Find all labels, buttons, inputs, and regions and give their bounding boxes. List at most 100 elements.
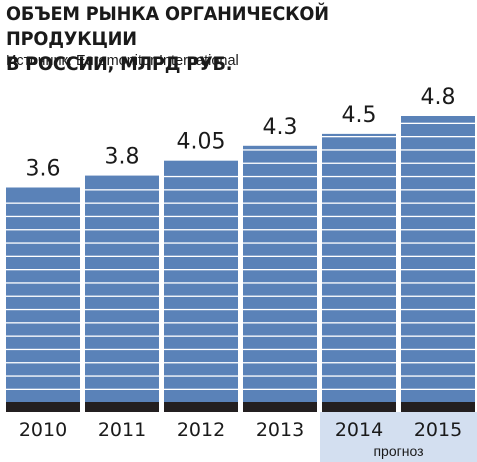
bar-2010 [6, 187, 80, 412]
bar-base [164, 402, 238, 412]
bar-stripe [322, 136, 396, 138]
bar-stripe [322, 149, 396, 151]
chart-source: Источник: Euromonitor International [6, 53, 239, 69]
value-label: 3.8 [105, 145, 140, 170]
bar-stripe [322, 335, 396, 337]
bar-fill [322, 133, 396, 402]
bar-stripe [85, 242, 159, 244]
bar-2015 [401, 116, 475, 412]
bar-stripe [6, 215, 80, 218]
bar-stripe [243, 322, 317, 324]
bar-stripe [243, 202, 317, 204]
bar-stripe [164, 189, 238, 191]
bar-stripe [164, 348, 238, 351]
bar-fill [164, 160, 238, 402]
bar-stripe [322, 375, 396, 377]
bar-stripe [401, 136, 475, 138]
bar-stripe [243, 375, 317, 377]
bar-2012 [164, 160, 238, 412]
bar-stripe [164, 375, 238, 377]
bar-stripe [243, 149, 317, 151]
bar-stripe [85, 335, 159, 337]
bar-stripe [322, 175, 396, 178]
bar-stripe [401, 362, 475, 364]
bar-stripe [243, 335, 317, 337]
bar-stripe [6, 362, 80, 364]
bar-fill [243, 145, 317, 402]
bar-stripe [401, 175, 475, 178]
bar-stripe [6, 282, 80, 284]
bar-stripe [401, 375, 475, 377]
bar-stripe [164, 202, 238, 204]
bar-stripe [322, 215, 396, 218]
bar-stripe [243, 255, 317, 257]
value-label: 4.05 [177, 130, 226, 155]
bar-stripe [322, 255, 396, 257]
bar-stripe [164, 215, 238, 218]
bar-stripe [322, 242, 396, 244]
value-label: 4.3 [263, 115, 298, 140]
bar-stripe [243, 215, 317, 218]
bar-stripe [164, 242, 238, 244]
bar-2013 [243, 145, 317, 412]
bar-stripe [85, 255, 159, 257]
bar-stripe [401, 348, 475, 351]
bar-stripe [6, 308, 80, 311]
bar-base [6, 402, 80, 412]
bar-base [243, 402, 317, 412]
bar-stripe [401, 322, 475, 324]
bar-stripe [322, 282, 396, 284]
bar-stripe [85, 295, 159, 297]
bar-stripe [243, 242, 317, 244]
chart-title-line-1: ОБЪЕМ РЫНКА ОРГАНИЧЕСКОЙ ПРОДУКЦИИ [6, 3, 329, 50]
bar-stripe [401, 282, 475, 284]
bar-stripe [401, 122, 475, 124]
value-label: 4.5 [342, 103, 377, 128]
bar-stripe [6, 388, 80, 390]
bar-stripe [85, 215, 159, 218]
bar-stripe [401, 149, 475, 151]
chart-title-line-2: В РОССИИ, МЛРД РУБ. [6, 53, 233, 75]
x-tick-label: 2012 [177, 419, 225, 441]
bar-stripe [85, 202, 159, 204]
bar-stripe [6, 335, 80, 337]
bar-stripe [243, 308, 317, 311]
bar-stripe [164, 335, 238, 337]
bar-stripe [6, 348, 80, 351]
bar-stripe [85, 388, 159, 390]
bar-stripe [164, 388, 238, 390]
x-tick-label: 2014 [335, 419, 383, 441]
bar-stripe [401, 295, 475, 297]
bar-stripe [164, 229, 238, 231]
bar-stripe [401, 269, 475, 271]
chart-title: ОБЪЕМ РЫНКА ОРГАНИЧЕСКОЙ ПРОДУКЦИИ В РОС… [6, 2, 443, 77]
value-label: 3.6 [26, 157, 61, 182]
bar-stripe [85, 269, 159, 271]
bar-stripe [164, 255, 238, 257]
bar-stripe [85, 229, 159, 231]
bar-stripe [243, 269, 317, 271]
bar-stripe [401, 242, 475, 244]
bar-stripe [401, 388, 475, 390]
x-tick-label: 2010 [19, 419, 67, 441]
bar-stripe [243, 162, 317, 164]
bar-stripe [85, 282, 159, 284]
bar-stripe [401, 255, 475, 257]
bar-stripe [85, 322, 159, 324]
forecast-band [320, 412, 477, 462]
x-tick-label: 2013 [256, 419, 304, 441]
bar-stripe [401, 162, 475, 164]
bar-stripe [243, 388, 317, 390]
bar-stripe [401, 335, 475, 337]
bar-stripe [85, 189, 159, 191]
bar-stripe [322, 189, 396, 191]
bar-stripe [243, 295, 317, 297]
bar-stripe [401, 215, 475, 218]
bar-stripe [164, 175, 238, 178]
bar-stripe [164, 269, 238, 271]
x-tick-label: 2011 [98, 419, 146, 441]
bar-stripe [85, 375, 159, 377]
bar-stripe [401, 202, 475, 204]
bar-stripe [6, 229, 80, 231]
